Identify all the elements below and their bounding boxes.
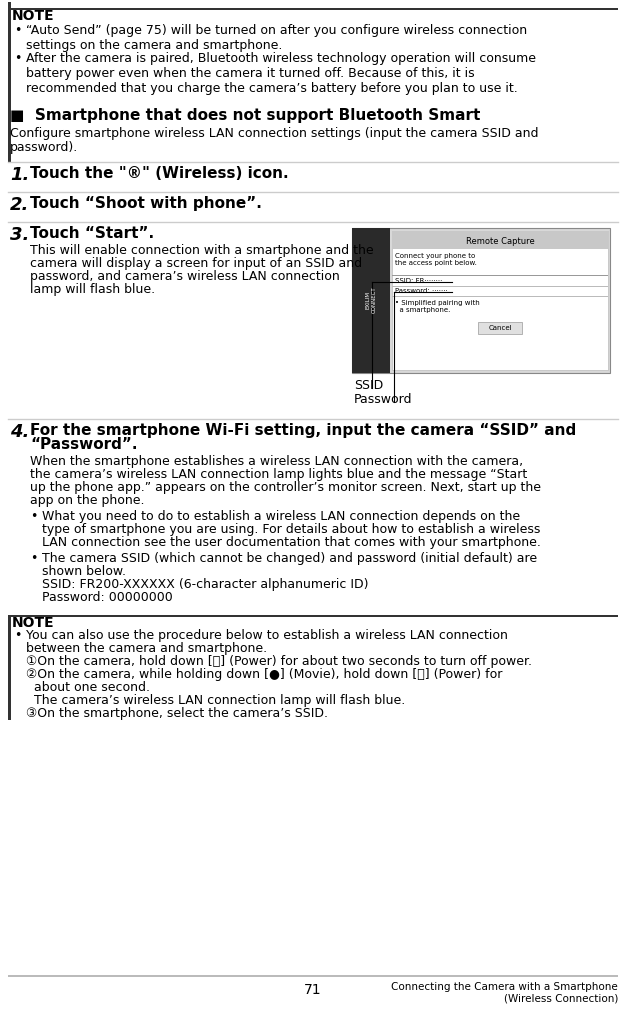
Bar bbox=[392, 231, 608, 370]
Text: ②On the camera, while holding down [●] (Movie), hold down [⏻] (Power) for: ②On the camera, while holding down [●] (… bbox=[26, 668, 503, 681]
Text: This will enable connection with a smartphone and the: This will enable connection with a smart… bbox=[30, 244, 374, 257]
Text: •: • bbox=[30, 552, 38, 565]
Bar bbox=[45, 8, 618, 9]
Text: Connect your phone to
the access point below.: Connect your phone to the access point b… bbox=[395, 253, 477, 266]
Text: What you need to do to establish a wireless LAN connection depends on the: What you need to do to establish a wirel… bbox=[42, 510, 520, 523]
Text: SSID: FR········: SSID: FR········ bbox=[395, 278, 443, 284]
Text: The camera’s wireless LAN connection lamp will flash blue.: The camera’s wireless LAN connection lam… bbox=[26, 694, 405, 707]
Text: ■  Smartphone that does not support Bluetooth Smart: ■ Smartphone that does not support Bluet… bbox=[10, 108, 480, 123]
Bar bbox=[8, 615, 618, 617]
Bar bbox=[352, 228, 390, 373]
Bar bbox=[8, 8, 618, 9]
Text: ③On the smartphone, select the camera’s SSID.: ③On the smartphone, select the camera’s … bbox=[26, 707, 328, 720]
Text: up the phone app.” appears on the controller’s monitor screen. Next, start up th: up the phone app.” appears on the contro… bbox=[30, 481, 541, 494]
Text: Touch the "®" (Wireless) icon.: Touch the "®" (Wireless) icon. bbox=[30, 166, 289, 181]
Text: “Auto Send” (page 75) will be turned on after you configure wireless connection
: “Auto Send” (page 75) will be turned on … bbox=[26, 24, 527, 52]
Bar bbox=[8, 615, 11, 720]
Text: •: • bbox=[14, 52, 21, 65]
Text: between the camera and smartphone.: between the camera and smartphone. bbox=[26, 642, 267, 655]
Text: password).: password). bbox=[10, 141, 78, 154]
Text: Touch “Start”.: Touch “Start”. bbox=[30, 226, 154, 241]
Text: shown below.: shown below. bbox=[42, 565, 126, 578]
Text: NOTE: NOTE bbox=[12, 9, 54, 23]
Text: about one second.: about one second. bbox=[26, 681, 150, 694]
Bar bbox=[478, 322, 522, 334]
Text: Connecting the Camera with a Smartphone
(Wireless Connection): Connecting the Camera with a Smartphone … bbox=[391, 982, 618, 1004]
Text: type of smartphone you are using. For details about how to establish a wireless: type of smartphone you are using. For de… bbox=[42, 523, 540, 536]
Text: lamp will flash blue.: lamp will flash blue. bbox=[30, 283, 155, 296]
Bar bbox=[392, 231, 608, 249]
Text: app on the phone.: app on the phone. bbox=[30, 494, 145, 506]
Text: 71: 71 bbox=[304, 983, 322, 997]
Text: 2.: 2. bbox=[10, 196, 29, 214]
Text: Cancel: Cancel bbox=[488, 325, 512, 331]
Text: • Simplified pairing with
  a smartphone.: • Simplified pairing with a smartphone. bbox=[395, 300, 480, 313]
Text: •: • bbox=[14, 629, 21, 642]
Text: When the smartphone establishes a wireless LAN connection with the camera,: When the smartphone establishes a wirele… bbox=[30, 455, 523, 468]
Text: camera will display a screen for input of an SSID and: camera will display a screen for input o… bbox=[30, 257, 362, 270]
Bar bbox=[8, 975, 618, 977]
Text: Password: Password bbox=[354, 393, 413, 406]
Text: SSID: SSID bbox=[354, 379, 383, 392]
Bar bbox=[45, 615, 618, 617]
Bar bbox=[8, 2, 11, 162]
Text: For the smartphone Wi-Fi setting, input the camera “SSID” and: For the smartphone Wi-Fi setting, input … bbox=[30, 423, 577, 438]
Text: Password: ·······: Password: ······· bbox=[395, 288, 448, 294]
Text: EXILIM
CONNECT: EXILIM CONNECT bbox=[366, 287, 376, 313]
Text: •: • bbox=[14, 24, 21, 37]
Text: Remote Capture: Remote Capture bbox=[466, 236, 535, 245]
Text: SSID: FR200-XXXXXX (6-character alphanumeric ID): SSID: FR200-XXXXXX (6-character alphanum… bbox=[42, 578, 369, 591]
Bar bbox=[352, 228, 610, 373]
Text: ①On the camera, hold down [⏻] (Power) for about two seconds to turn off power.: ①On the camera, hold down [⏻] (Power) fo… bbox=[26, 655, 532, 668]
Text: Touch “Shoot with phone”.: Touch “Shoot with phone”. bbox=[30, 196, 262, 211]
Text: “Password”.: “Password”. bbox=[30, 437, 138, 452]
Text: After the camera is paired, Bluetooth wireless technology operation will consume: After the camera is paired, Bluetooth wi… bbox=[26, 52, 536, 95]
Text: The camera SSID (which cannot be changed) and password (initial default) are: The camera SSID (which cannot be changed… bbox=[42, 552, 537, 565]
Text: 1.: 1. bbox=[10, 166, 29, 184]
Text: You can also use the procedure below to establish a wireless LAN connection: You can also use the procedure below to … bbox=[26, 629, 508, 642]
Text: password, and camera’s wireless LAN connection: password, and camera’s wireless LAN conn… bbox=[30, 270, 340, 283]
Text: Password: 00000000: Password: 00000000 bbox=[42, 591, 173, 604]
Text: 4.: 4. bbox=[10, 423, 29, 441]
Text: the camera’s wireless LAN connection lamp lights blue and the message “Start: the camera’s wireless LAN connection lam… bbox=[30, 468, 527, 481]
Text: NOTE: NOTE bbox=[12, 616, 54, 630]
Text: •: • bbox=[30, 510, 38, 523]
Text: LAN connection see the user documentation that comes with your smartphone.: LAN connection see the user documentatio… bbox=[42, 536, 541, 549]
Text: Configure smartphone wireless LAN connection settings (input the camera SSID and: Configure smartphone wireless LAN connec… bbox=[10, 127, 538, 140]
Text: 3.: 3. bbox=[10, 226, 29, 244]
